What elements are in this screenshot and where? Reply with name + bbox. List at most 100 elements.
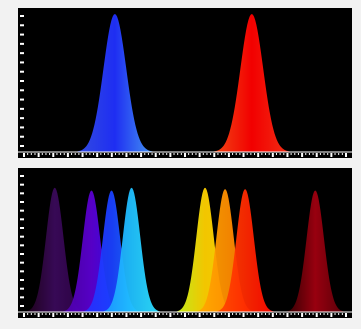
x-axis-minor-tick: [63, 313, 65, 315]
x-axis-minor-tick: [85, 153, 87, 155]
x-axis-minor-tick: [41, 153, 43, 155]
x-axis-minor-tick: [27, 313, 29, 315]
x-axis-minor-tick: [268, 313, 270, 315]
x-axis-minor-tick: [246, 153, 248, 155]
x-axis-minor-tick: [93, 153, 95, 155]
x-axis-minor-tick: [250, 313, 252, 315]
x-axis-tick: [37, 153, 40, 157]
spectrum-peak-top-2: [206, 14, 298, 152]
x-axis-minor-tick: [319, 153, 321, 155]
x-axis-minor-tick: [312, 153, 314, 155]
x-axis-minor-tick: [136, 153, 138, 155]
y-axis-tick: [20, 61, 24, 64]
x-axis-minor-tick: [104, 153, 105, 155]
x-axis-minor-tick: [78, 313, 80, 315]
x-axis-tick: [330, 153, 333, 157]
y-axis-tick: [20, 253, 24, 255]
x-axis-minor-tick: [133, 313, 135, 315]
y-axis-tick: [20, 24, 24, 27]
y-axis-tick: [20, 89, 24, 92]
x-axis-minor-tick: [312, 313, 314, 315]
x-axis-tick: [213, 153, 216, 157]
x-axis-tick: [184, 153, 186, 157]
x-axis-tick: [330, 313, 333, 317]
plot-background: [18, 168, 352, 318]
x-axis-minor-tick: [56, 153, 58, 155]
x-axis-minor-tick: [49, 153, 51, 155]
x-axis-minor-tick: [246, 313, 248, 315]
x-axis-minor-tick: [144, 313, 146, 315]
x-axis-minor-tick: [217, 153, 219, 155]
x-axis-tick: [242, 153, 245, 157]
x-axis-minor-tick: [45, 153, 47, 155]
x-axis-minor-tick: [261, 313, 263, 315]
x-axis-minor-tick: [268, 153, 270, 155]
x-axis-minor-tick: [151, 153, 153, 155]
x-axis-minor-tick: [107, 153, 109, 155]
chart-panel-top: [18, 8, 352, 158]
x-axis-tick: [286, 313, 289, 317]
x-axis-minor-tick: [180, 153, 182, 155]
x-axis-minor-tick: [93, 313, 95, 315]
x-axis-tick: [169, 313, 172, 317]
x-axis-tick: [154, 313, 157, 317]
plot-background: [18, 8, 352, 158]
x-axis-minor-tick: [327, 153, 329, 155]
x-axis-minor-tick: [290, 313, 292, 315]
x-axis-tick: [345, 313, 347, 317]
x-axis-tick: [286, 153, 289, 157]
x-axis-minor-tick: [144, 153, 146, 155]
x-axis-minor-tick: [166, 153, 168, 155]
x-axis-minor-tick: [265, 313, 266, 315]
x-axis-minor-tick: [136, 313, 138, 315]
x-axis-tick: [315, 313, 318, 317]
x-axis-tick: [301, 313, 304, 317]
x-axis-minor-tick: [41, 313, 43, 315]
x-axis-minor-tick: [129, 313, 131, 315]
x-axis-minor-tick: [60, 153, 62, 155]
x-axis-minor-tick: [114, 153, 116, 155]
x-axis-minor-tick: [232, 313, 234, 315]
y-axis-tick: [20, 244, 24, 247]
x-axis-minor-tick: [202, 313, 204, 315]
spectrum-peak-bottom-5: [170, 187, 240, 312]
x-axis-minor-tick: [166, 313, 168, 315]
y-axis-tick: [20, 296, 24, 299]
x-axis-tick: [198, 313, 201, 317]
x-axis-minor-tick: [122, 153, 124, 155]
x-axis-minor-tick: [239, 313, 241, 315]
x-axis-minor-tick: [158, 313, 160, 315]
x-axis-tick: [227, 153, 230, 157]
x-axis-minor-tick: [71, 153, 73, 155]
y-axis-tick: [20, 305, 24, 307]
x-axis-minor-tick: [30, 313, 32, 315]
spectrum-peak-bottom-8: [280, 190, 350, 312]
x-axis-minor-tick: [188, 313, 190, 315]
x-axis-minor-tick: [210, 313, 212, 315]
x-axis-minor-tick: [34, 153, 36, 155]
x-axis-minor-tick: [104, 313, 105, 315]
x-axis-tick: [213, 313, 216, 317]
y-axis-tick: [20, 287, 24, 290]
x-axis-minor-tick: [224, 153, 226, 155]
chart-panel-bottom: [18, 168, 352, 318]
y-axis-tick: [20, 98, 24, 101]
x-axis-tick: [110, 313, 113, 317]
y-axis-tick: [20, 52, 24, 55]
y-axis-tick: [20, 70, 24, 73]
spectrum-peak-bottom-2: [56, 190, 127, 312]
x-axis-minor-tick: [49, 313, 51, 315]
y-axis-tick: [20, 145, 24, 147]
x-axis-minor-tick: [232, 153, 234, 155]
y-axis-tick: [20, 107, 24, 110]
y-axis-tick: [20, 33, 24, 36]
spectrum-peak-bottom-1: [20, 187, 90, 312]
spectrum-peak-bottom-6: [190, 189, 260, 312]
x-axis-minor-tick: [118, 153, 120, 155]
x-axis-minor-tick: [27, 153, 29, 155]
x-axis-minor-tick: [235, 153, 237, 155]
y-axis-tick: [20, 270, 24, 273]
y-axis-tick: [20, 135, 24, 138]
x-axis-minor-tick: [118, 313, 120, 315]
x-axis-minor-tick: [279, 153, 281, 155]
